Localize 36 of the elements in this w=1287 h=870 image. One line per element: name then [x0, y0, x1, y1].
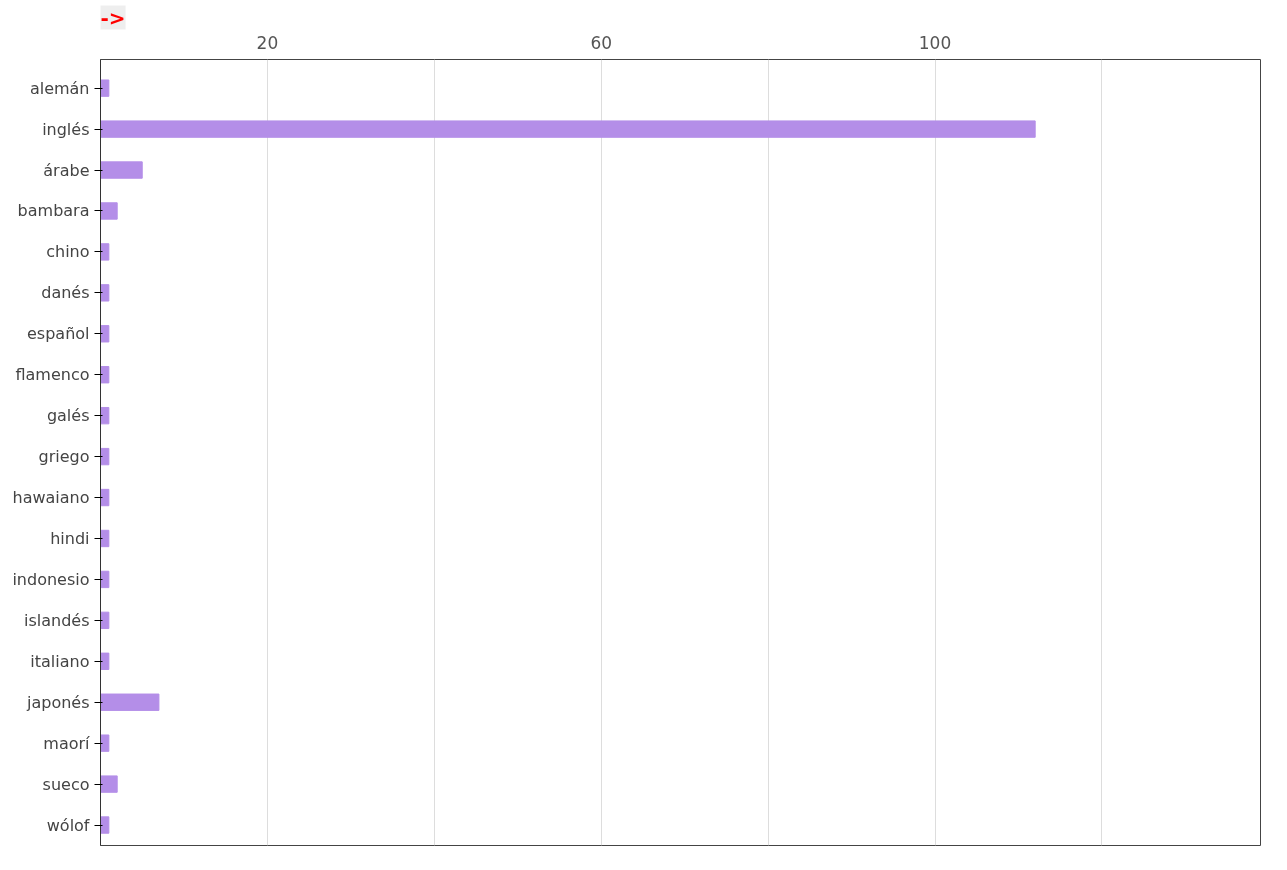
- y-tick-label: danés: [41, 283, 90, 303]
- y-tick-label: chino: [46, 242, 90, 262]
- x-tick-label: 60: [590, 32, 613, 53]
- y-tick-label: alemán: [29, 78, 90, 98]
- bar: [100, 734, 110, 752]
- x-tick-label: 20: [256, 32, 279, 53]
- y-tick-label: hindi: [50, 528, 90, 548]
- y-tick-label: flamenco: [15, 365, 90, 385]
- y-tick-label: inglés: [42, 119, 90, 139]
- y-tick-label: árabe: [43, 160, 90, 180]
- bar: [100, 693, 160, 711]
- bar: [100, 202, 118, 220]
- y-tick-label: japonés: [25, 692, 90, 712]
- y-tick-label: griego: [38, 447, 90, 467]
- y-tick-label: islandés: [23, 610, 90, 630]
- y-tick-label: indonesio: [12, 569, 90, 589]
- y-tick-label: bambara: [17, 201, 90, 221]
- bar: [100, 366, 110, 384]
- chart-title: ->: [100, 5, 126, 30]
- y-tick-label: español: [26, 324, 90, 344]
- bar: [100, 243, 110, 261]
- bar: [100, 161, 143, 179]
- bar: [100, 775, 118, 793]
- bar: [100, 652, 110, 670]
- bar: [100, 120, 1036, 138]
- x-tick-label: 100: [918, 32, 952, 53]
- bar: [100, 325, 110, 343]
- bar: [100, 816, 110, 834]
- y-tick-label: wólof: [46, 815, 90, 835]
- y-tick-label: italiano: [30, 651, 90, 671]
- y-tick-label: hawaiano: [12, 488, 90, 508]
- y-tick-label: sueco: [42, 774, 90, 794]
- bar: [100, 284, 110, 302]
- y-tick-label: maorí: [43, 733, 91, 753]
- y-tick-label: galés: [46, 406, 90, 426]
- bar: [100, 79, 110, 97]
